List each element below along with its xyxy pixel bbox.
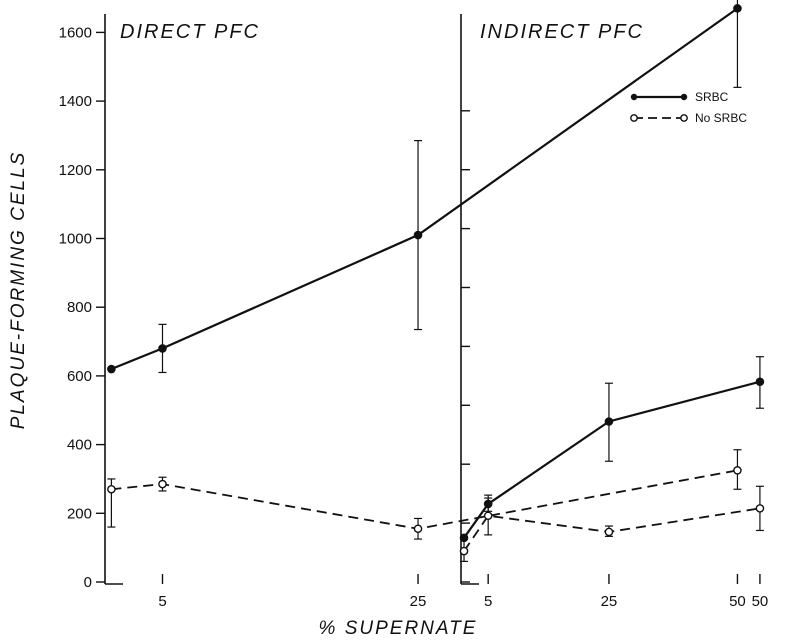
point-srbc: [158, 344, 167, 353]
legend-no-srbc-label: No SRBC: [695, 111, 747, 125]
point-no-srbc: [483, 511, 493, 521]
point-no-srbc: [733, 466, 742, 475]
panel-direct-pfc: 0 200 400 600 800 1000 1200 1400 1600 5 25 50 DIRECT…: [59, 0, 746, 610]
x-axis-title: % SUPERNATE: [319, 618, 478, 639]
series-line-no-srbc: [463, 507, 761, 552]
y-tick-label: 400: [67, 437, 92, 454]
point-no-srbc: [158, 479, 167, 489]
y-axis-title: PLAQUE-FORMING CELLS: [8, 151, 29, 430]
x-tick-label: 50: [752, 593, 769, 610]
legend-no-srbc-marker-right: [680, 114, 688, 122]
panel-indirect-pfc: 5 25 50 INDIRECT PFC: [459, 14, 769, 610]
y-tick-label: 800: [67, 299, 92, 316]
point-srbc: [413, 230, 423, 240]
legend-srbc-marker-right: [680, 93, 688, 101]
legend-no-srbc-marker-left: [630, 114, 638, 122]
point-no-srbc: [459, 546, 469, 556]
legend: SRBC No SRBC: [630, 90, 747, 125]
x-tick-label: 25: [601, 593, 618, 610]
point-srbc: [733, 4, 742, 13]
panel-title: DIRECT PFC: [120, 21, 260, 43]
point-no-srbc: [755, 504, 765, 513]
y-tick-label: 1400: [59, 93, 92, 110]
series-line-srbc: [110, 7, 739, 371]
x-tick-label: 5: [484, 593, 492, 610]
series-line-no-srbc: [111, 469, 738, 530]
panel-title: INDIRECT PFC: [480, 21, 644, 43]
point-srbc: [107, 364, 116, 374]
point-srbc: [755, 377, 765, 387]
x-tick-label: 50: [729, 593, 746, 610]
legend-srbc-marker-left: [630, 93, 638, 101]
point-no-srbc: [107, 484, 116, 494]
point-no-srbc: [413, 524, 423, 534]
point-no-srbc: [604, 527, 614, 537]
y-tick-label: 1000: [59, 231, 92, 248]
y-tick-label: 0: [84, 574, 92, 591]
y-tick-label: 1600: [59, 24, 92, 41]
x-tick-label: 5: [158, 593, 166, 610]
y-tick-label: 600: [67, 368, 92, 385]
point-srbc: [604, 417, 614, 426]
x-tick-label: 25: [410, 593, 427, 610]
y-tick-label: 1200: [59, 162, 92, 179]
series-line-srbc: [463, 380, 761, 539]
legend-srbc-label: SRBC: [695, 90, 729, 104]
y-tick-label: 200: [67, 505, 92, 522]
